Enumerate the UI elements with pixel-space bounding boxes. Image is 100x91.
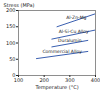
svg-text:400: 400 <box>91 77 100 83</box>
svg-text:Al-Si-Cu Alloy: Al-Si-Cu Alloy <box>59 29 89 34</box>
svg-text:Commercial Alloy: Commercial Alloy <box>42 49 82 54</box>
svg-text:Stress (MPa): Stress (MPa) <box>4 2 35 8</box>
svg-text:50: 50 <box>9 56 15 62</box>
svg-text:100: 100 <box>14 77 24 83</box>
svg-text:Duralumin: Duralumin <box>58 38 82 43</box>
svg-text:150: 150 <box>6 23 16 29</box>
svg-text:100: 100 <box>6 40 16 46</box>
svg-text:200: 200 <box>6 7 16 14</box>
svg-text:Temperature (°C): Temperature (°C) <box>34 84 78 91</box>
svg-text:200: 200 <box>39 77 49 83</box>
svg-text:300: 300 <box>65 77 75 83</box>
svg-text:Al-Zn-Mg: Al-Zn-Mg <box>66 15 86 20</box>
svg-text:0: 0 <box>12 72 16 79</box>
